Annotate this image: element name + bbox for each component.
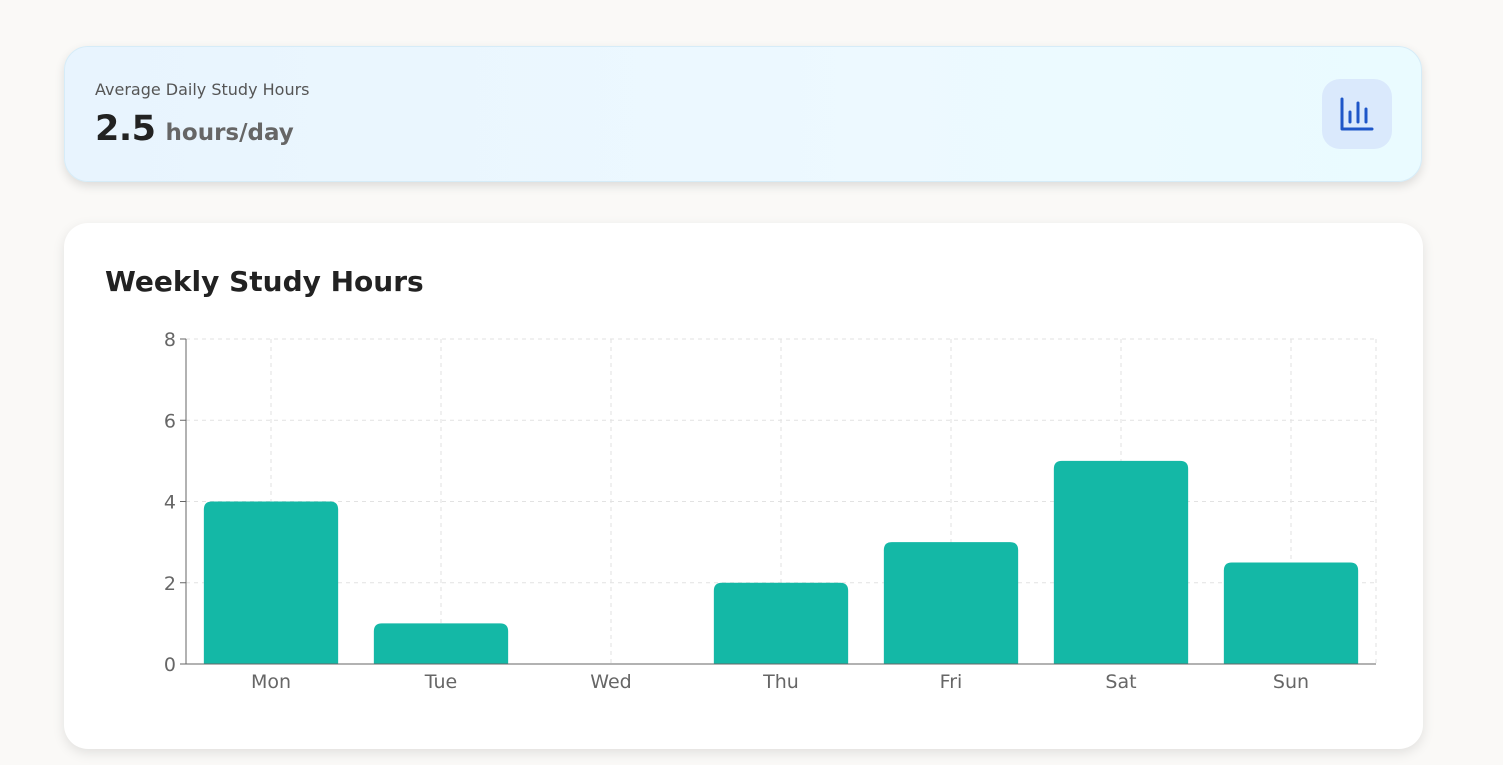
y-tick-label: 2 — [164, 573, 176, 595]
y-tick-label: 8 — [164, 329, 176, 351]
x-tick-label-sat: Sat — [1105, 671, 1136, 693]
summary-unit: hours/day — [165, 120, 294, 146]
summary-value-row: 2.5 hours/day — [95, 109, 294, 149]
x-tick-label-sun: Sun — [1273, 671, 1309, 693]
weekly-chart-card: Weekly Study Hours 0 2 4 6 8 Mon Tue Wed Thu Fri S… — [64, 223, 1423, 749]
x-tick-label-wed: Wed — [590, 671, 631, 693]
summary-card: Average Daily Study Hours 2.5 hours/day — [64, 46, 1422, 182]
chart-title: Weekly Study Hours — [105, 265, 424, 298]
bar-chart-icon — [1322, 79, 1392, 149]
x-tick-label-tue: Tue — [424, 671, 457, 693]
x-tick-label-fri: Fri — [940, 671, 963, 693]
bar-fri — [883, 542, 1019, 664]
summary-label: Average Daily Study Hours — [95, 80, 310, 99]
summary-value: 2.5 — [95, 109, 156, 149]
bar-tue — [373, 623, 509, 664]
bar-mon — [203, 501, 339, 664]
x-tick-label-thu: Thu — [762, 671, 799, 693]
bar-sun — [1223, 562, 1359, 664]
bar-thu — [713, 582, 849, 664]
y-tick-label: 4 — [164, 492, 176, 514]
x-tick-label-mon: Mon — [251, 671, 291, 693]
bar-sat — [1053, 460, 1189, 664]
y-tick-label: 0 — [164, 654, 176, 676]
weekly-study-hours-chart: 0 2 4 6 8 Mon Tue Wed Thu Fri Sat Sun — [164, 329, 1377, 693]
bar-chart-icon-glyph — [1340, 97, 1374, 131]
y-tick-label: 6 — [164, 410, 176, 432]
